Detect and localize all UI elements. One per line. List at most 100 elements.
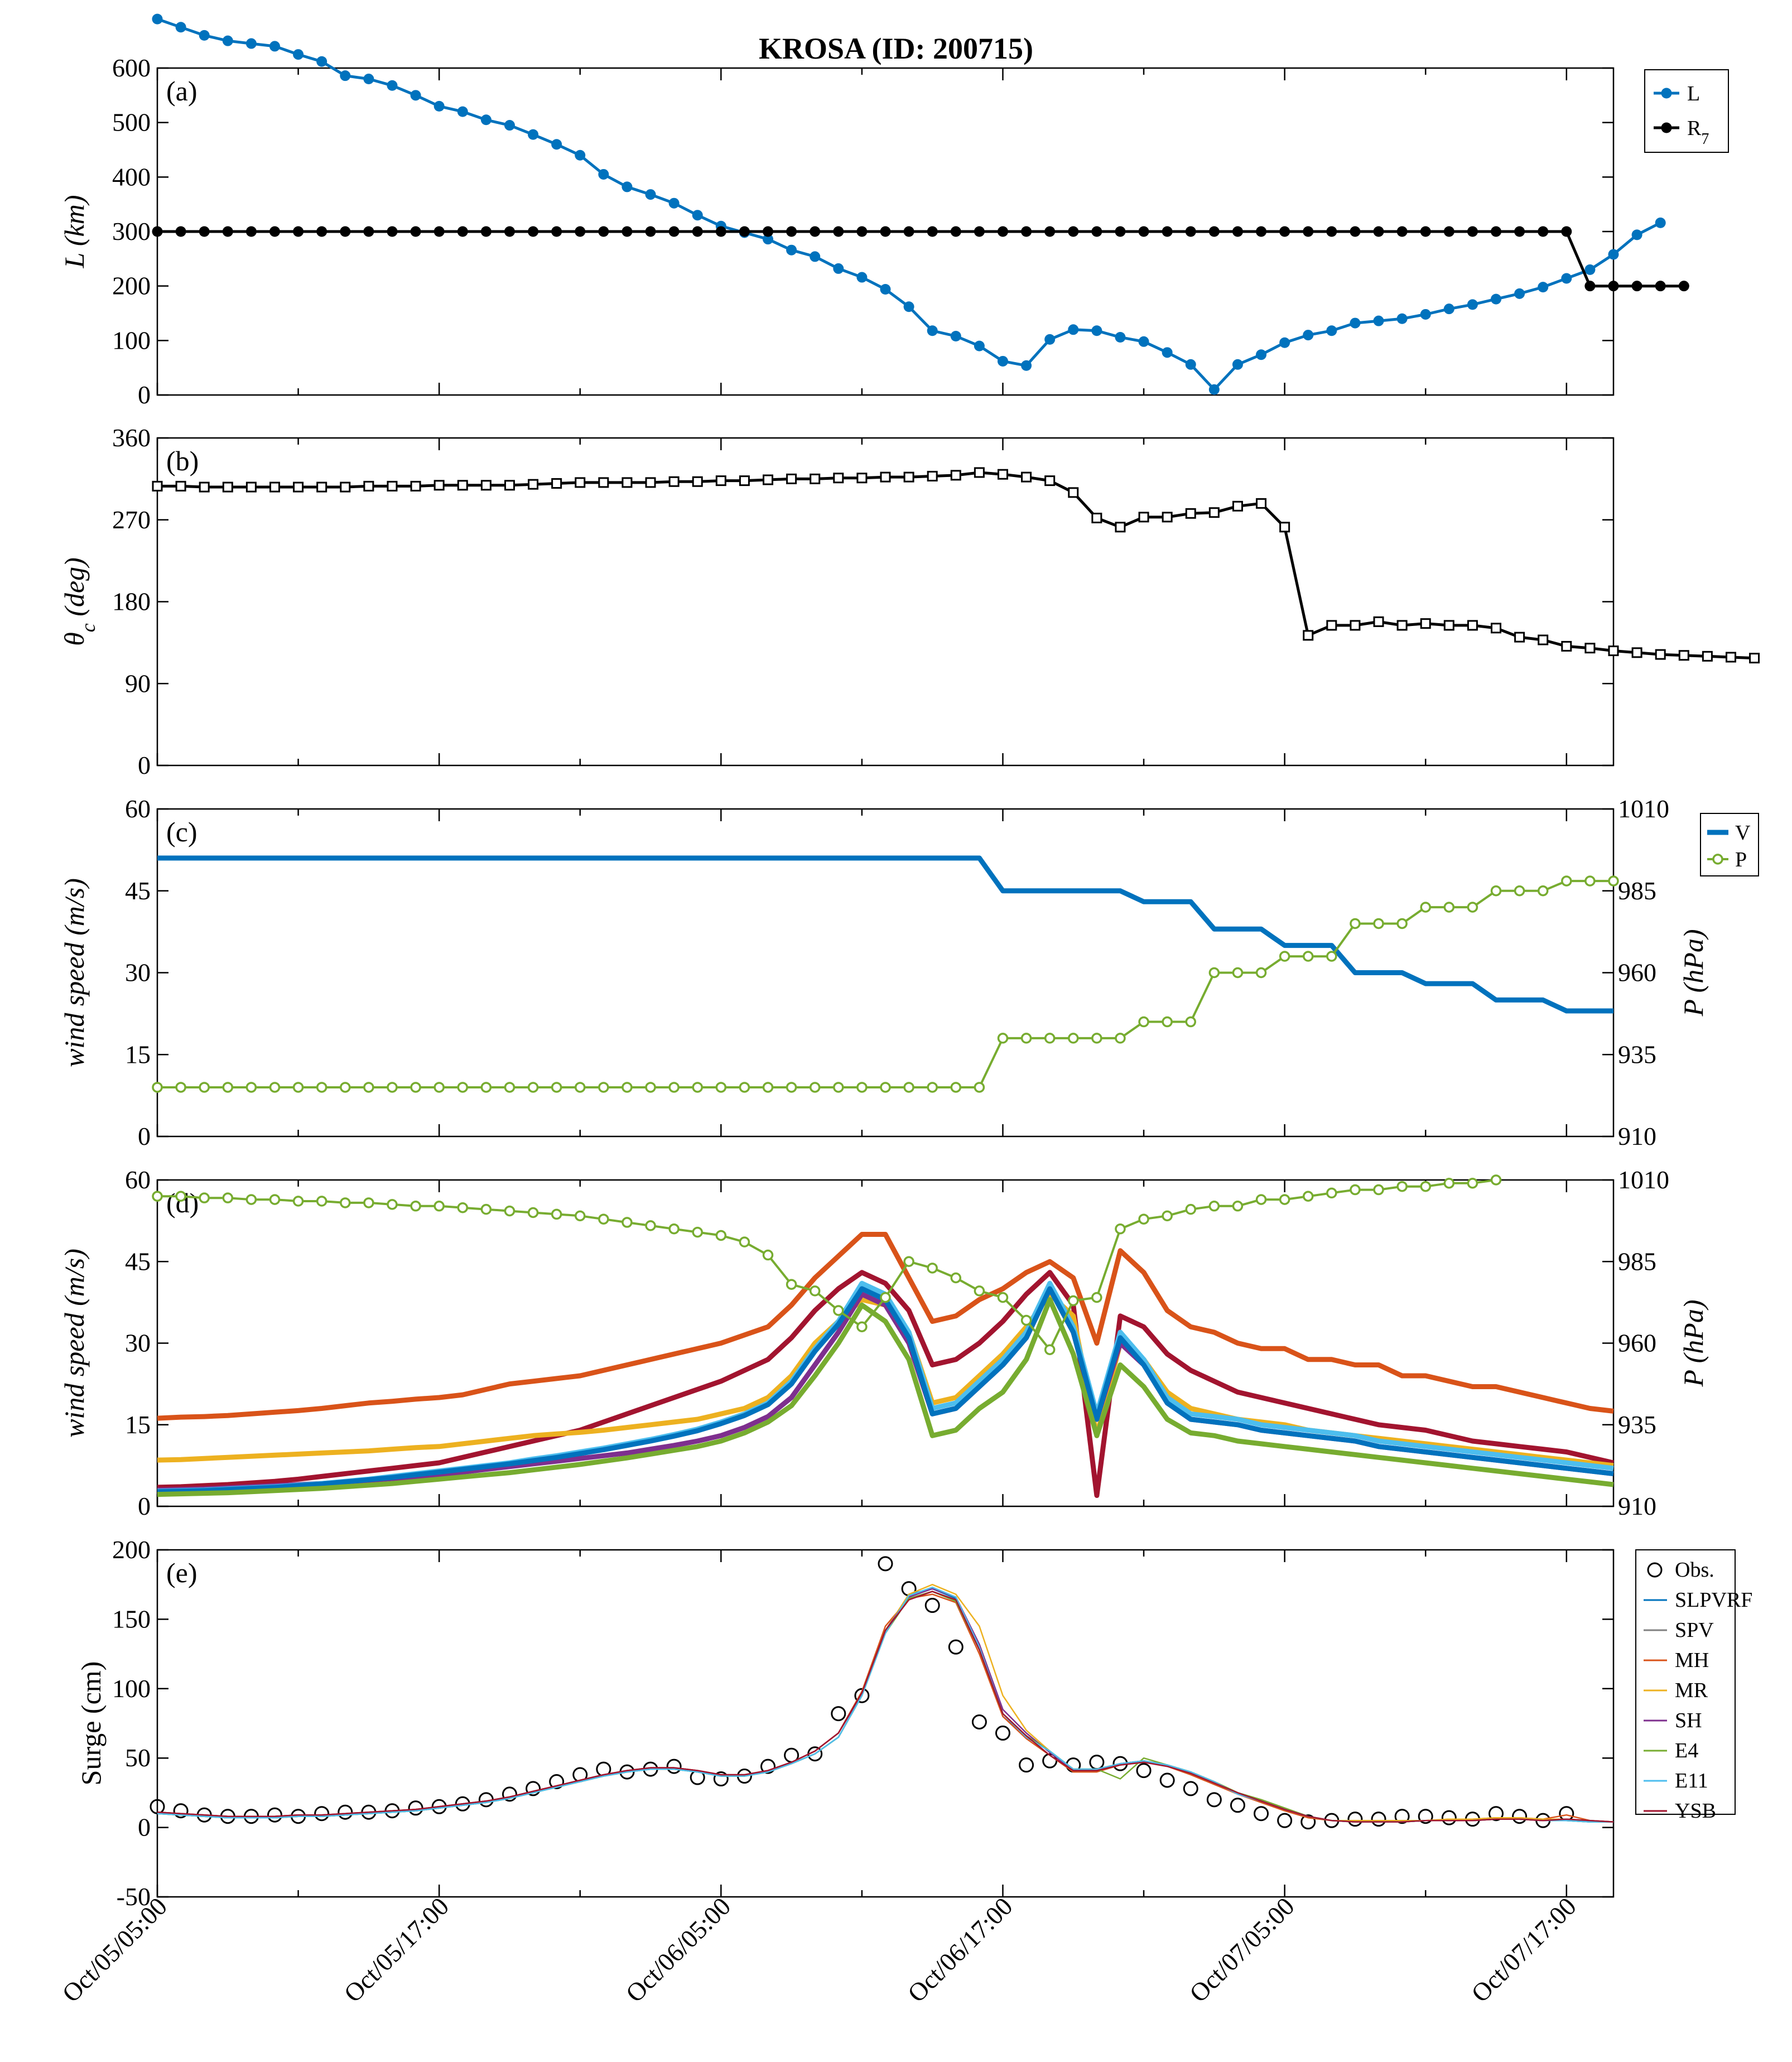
data-point [245, 38, 257, 49]
data-point [903, 471, 914, 483]
data-point [1302, 1191, 1314, 1202]
data-point [152, 1082, 163, 1093]
data-point [856, 1082, 868, 1093]
data-point [269, 1194, 281, 1205]
data-point [1443, 620, 1454, 631]
data-point [480, 1082, 492, 1093]
data-point [1420, 618, 1431, 629]
data-point [363, 1197, 374, 1208]
y-tick-label: 60 [125, 794, 151, 823]
data-point [1491, 623, 1502, 634]
data-point [1396, 226, 1408, 237]
y-axis-label: θc (deg) [59, 557, 99, 646]
data-point [1396, 918, 1408, 929]
data-point [1514, 885, 1525, 897]
data-point [1021, 360, 1032, 371]
y-axis-label-unit: (deg) [59, 557, 90, 623]
data-point [457, 1202, 469, 1213]
data-point [457, 106, 468, 117]
legend-marker [1647, 1562, 1663, 1578]
data-point [1068, 226, 1079, 237]
data-point [1350, 1184, 1361, 1196]
data-point [645, 1082, 656, 1093]
data-point [598, 1082, 609, 1093]
data-point [833, 1305, 844, 1316]
y-tick-right-label: 985 [1618, 1247, 1656, 1275]
data-point [1068, 1295, 1079, 1307]
data-point [1561, 273, 1572, 284]
legend-label: MR [1675, 1679, 1708, 1702]
data-point [1584, 875, 1596, 887]
data-point [1256, 226, 1267, 237]
data-point [433, 480, 445, 491]
data-point [1584, 281, 1596, 292]
data-point [1350, 226, 1361, 237]
legend-item: SH [1644, 1709, 1702, 1732]
legend-label: SLPVRF [1675, 1588, 1752, 1612]
data-point [528, 479, 539, 490]
data-point [974, 467, 985, 478]
data-point [1512, 1809, 1528, 1824]
data-point [504, 480, 515, 491]
data-point [269, 481, 280, 493]
data-point [527, 1082, 539, 1093]
data-point [1488, 1806, 1504, 1822]
data-point [1490, 885, 1502, 897]
data-point [1631, 281, 1642, 292]
y-tick-right-label: 960 [1618, 958, 1656, 987]
data-point [1655, 217, 1666, 228]
figure-title: KROSA (ID: 200715) [759, 32, 1033, 65]
data-point [692, 1082, 703, 1093]
data-point [293, 481, 304, 493]
y-tick-label: 150 [112, 1605, 151, 1633]
data-point [786, 226, 797, 237]
data-point [316, 226, 327, 237]
data-point [974, 1285, 985, 1297]
data-point [833, 473, 844, 484]
data-point [1208, 1201, 1220, 1212]
data-point [1255, 1194, 1267, 1205]
data-point [1441, 1810, 1457, 1825]
data-point [950, 331, 961, 342]
data-point [666, 1759, 682, 1774]
data-point [338, 1804, 353, 1820]
data-point [1561, 875, 1572, 887]
legend-item: L [1654, 82, 1700, 105]
data-point [1584, 264, 1596, 275]
x-tick-label: Oct/07/17:00 [1466, 1892, 1582, 2008]
data-point [692, 476, 703, 487]
legend: Obs. SLPVRF SPV MH MR SH E4 E11 YSB [1635, 1549, 1752, 1823]
data-point [1443, 1178, 1455, 1189]
legend-label: L [1687, 82, 1700, 105]
data-point [222, 35, 233, 46]
data-point [598, 477, 609, 488]
data-point [1206, 1792, 1222, 1808]
data-point [927, 226, 938, 237]
data-point [739, 475, 750, 486]
data-point [551, 478, 562, 489]
data-point [974, 1082, 985, 1093]
data-point [269, 41, 280, 52]
data-point [340, 1197, 351, 1208]
data-point [150, 1799, 165, 1814]
data-point [1115, 522, 1126, 533]
data-point [1019, 1757, 1034, 1773]
data-point [856, 272, 868, 283]
data-point [1208, 507, 1220, 518]
data-point [1326, 1187, 1337, 1199]
y-tick-label: 30 [125, 958, 151, 987]
data-point [175, 1191, 186, 1202]
data-point [1021, 226, 1032, 237]
data-point [1608, 875, 1619, 887]
data-point [173, 1803, 189, 1819]
data-point [1396, 1181, 1408, 1192]
data-point [1232, 1201, 1244, 1212]
y-tick-label: 90 [125, 669, 151, 697]
legend: VP [1700, 813, 1759, 876]
data-point [1420, 902, 1431, 913]
legend-box [1644, 69, 1729, 153]
y-tick-right-label: 935 [1618, 1040, 1656, 1068]
data-point [316, 481, 327, 493]
data-point [1162, 1016, 1173, 1028]
